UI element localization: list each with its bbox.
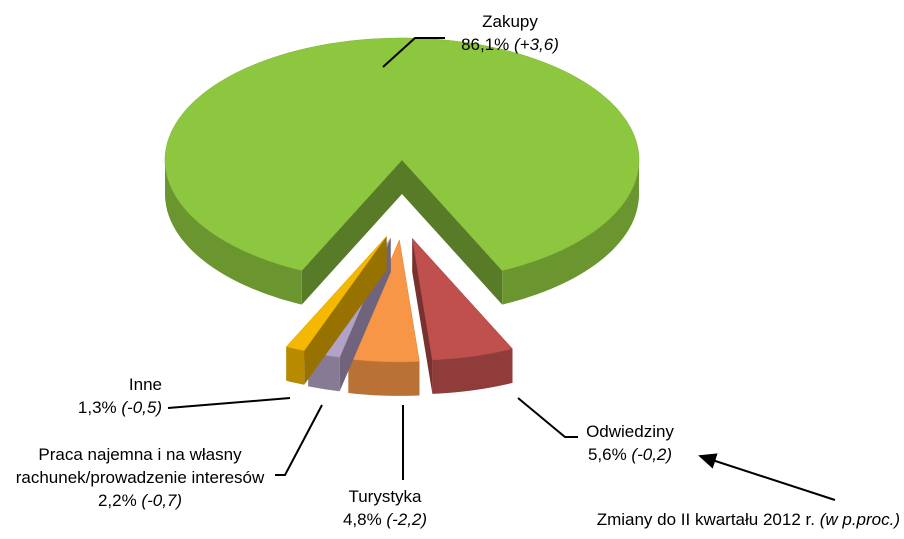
value-label: 86,1% xyxy=(461,35,510,54)
change-label: (-0,2) xyxy=(631,445,673,464)
annotation-text: Zmiany do II kwartału 2012 r. xyxy=(596,510,815,529)
label-turystyka: Turystyka 4,8% (-2,2) xyxy=(295,485,475,531)
slice-side xyxy=(286,346,305,385)
slice-side xyxy=(165,160,302,305)
leader-line xyxy=(382,37,445,68)
value-label: 2,2% xyxy=(97,491,137,510)
slice-side xyxy=(502,160,639,305)
value-label: 4,8% xyxy=(342,510,382,529)
slice-top xyxy=(411,237,513,361)
change-label: (-0,5) xyxy=(121,398,162,417)
slice-wall xyxy=(412,238,433,394)
annotation: Zmiany do II kwartału 2012 r. (w p.proc.… xyxy=(500,508,900,531)
change-label: (-2,2) xyxy=(386,510,428,529)
slice-top xyxy=(164,37,640,271)
leader-line xyxy=(517,397,578,438)
annotation-unit: (w p.proc.) xyxy=(819,510,900,529)
slice-wall xyxy=(286,236,387,381)
slice-top xyxy=(285,236,387,351)
leader-line xyxy=(275,404,323,476)
value-label: 5,6% xyxy=(587,445,627,464)
label-praca: Praca najemna i na własny rachunek/prowa… xyxy=(8,443,272,512)
slice-wall xyxy=(301,160,402,305)
label-odwiedziny: Odwiedziny 5,6% (-0,2) xyxy=(540,420,720,466)
slice-top xyxy=(348,239,420,363)
change-label: (+3,6) xyxy=(514,35,559,54)
category-label: Odwiedziny xyxy=(586,422,674,441)
leader-line xyxy=(167,397,291,409)
slice-side xyxy=(432,348,513,394)
category-label: Inne xyxy=(128,375,162,394)
change-label: (-0,7) xyxy=(141,491,183,510)
annotation-arrow xyxy=(698,453,836,501)
leader-lines xyxy=(167,37,836,501)
slice-wall xyxy=(402,160,503,305)
slice-side xyxy=(348,359,420,396)
value-label: 1,3% xyxy=(77,398,117,417)
category-label: Praca najemna i na własny rachunek/prowa… xyxy=(15,445,265,487)
label-zakupy: Zakupy 86,1% (+3,6) xyxy=(400,10,620,56)
slices xyxy=(164,37,640,396)
category-label: Zakupy xyxy=(482,12,538,31)
category-label: Turystyka xyxy=(348,487,422,506)
label-inne: Inne 1,3% (-0,5) xyxy=(0,373,162,419)
